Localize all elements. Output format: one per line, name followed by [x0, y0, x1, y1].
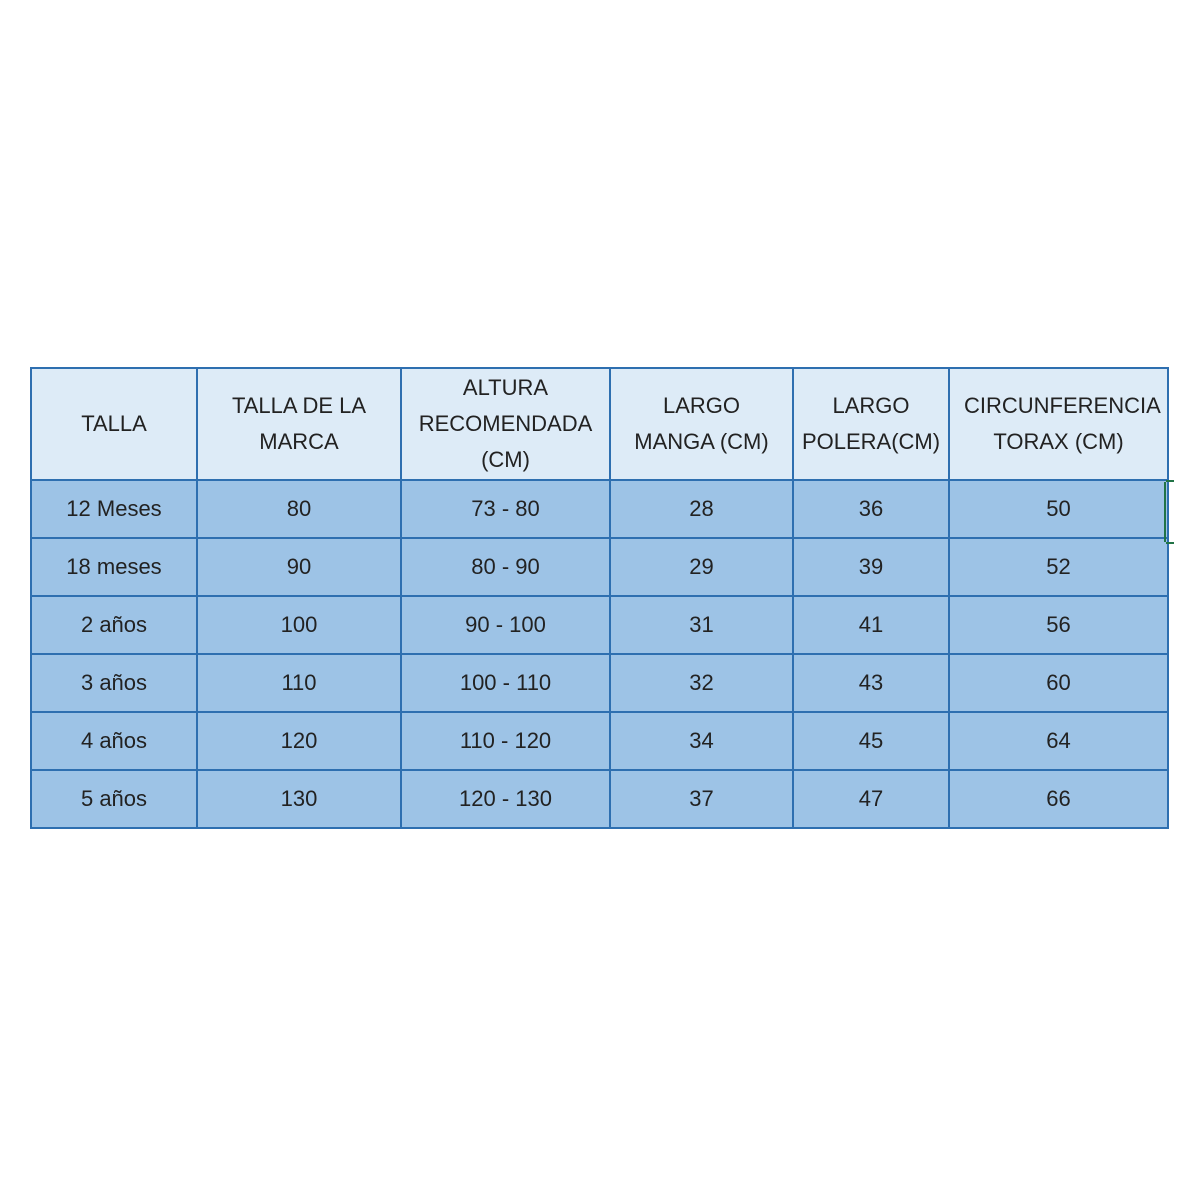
table-cell: 90: [196, 537, 402, 597]
table-cell: 66: [948, 769, 1169, 829]
table-cell: 5 años: [30, 769, 198, 829]
table-cell: 41: [792, 595, 950, 655]
table-cell: 73 - 80: [400, 479, 611, 539]
table-row: 18 meses 90 80 - 90 29 39 52: [30, 537, 1169, 597]
table-cell: 43: [792, 653, 950, 713]
table-cell: 110: [196, 653, 402, 713]
cell-selection-indicator: [1164, 480, 1174, 544]
table-cell: 80 - 90: [400, 537, 611, 597]
table-cell: 110 - 120: [400, 711, 611, 771]
table-cell: 90 - 100: [400, 595, 611, 655]
table-cell: 29: [609, 537, 794, 597]
table-row: 12 Meses 80 73 - 80 28 36 50: [30, 479, 1169, 539]
header-row: TALLA TALLA DE LA MARCA ALTURA RECOMENDA…: [30, 367, 1169, 481]
table-cell: 50: [948, 479, 1169, 539]
header-altura: ALTURA RECOMENDADA (CM): [400, 367, 611, 481]
table-cell: 130: [196, 769, 402, 829]
table-cell: 120 - 130: [400, 769, 611, 829]
table-row: 4 años 120 110 - 120 34 45 64: [30, 711, 1169, 771]
table-cell: 52: [948, 537, 1169, 597]
table-cell: 100: [196, 595, 402, 655]
table-cell: 47: [792, 769, 950, 829]
table-cell: 36: [792, 479, 950, 539]
header-talla-marca: TALLA DE LA MARCA: [196, 367, 402, 481]
header-largo-polera: LARGO POLERA(CM): [792, 367, 950, 481]
size-chart-table: TALLA TALLA DE LA MARCA ALTURA RECOMENDA…: [30, 367, 1169, 829]
table-cell: 31: [609, 595, 794, 655]
table-cell: 37: [609, 769, 794, 829]
table-cell: 45: [792, 711, 950, 771]
table-cell: 64: [948, 711, 1169, 771]
table-cell: 39: [792, 537, 950, 597]
table-cell: 12 Meses: [30, 479, 198, 539]
table-cell: 56: [948, 595, 1169, 655]
table-cell: 18 meses: [30, 537, 198, 597]
table-cell: 28: [609, 479, 794, 539]
header-talla: TALLA: [30, 367, 198, 481]
table-cell: 32: [609, 653, 794, 713]
table-cell: 120: [196, 711, 402, 771]
table-row: 5 años 130 120 - 130 37 47 66: [30, 769, 1169, 829]
table-row: 3 años 110 100 - 110 32 43 60: [30, 653, 1169, 713]
table-cell: 2 años: [30, 595, 198, 655]
table-cell: 80: [196, 479, 402, 539]
table-cell: 60: [948, 653, 1169, 713]
table-row: 2 años 100 90 - 100 31 41 56: [30, 595, 1169, 655]
table-cell: 3 años: [30, 653, 198, 713]
header-circunferencia: CIRCUNFERENCIA TORAX (CM): [948, 367, 1169, 481]
header-largo-manga: LARGO MANGA (CM): [609, 367, 794, 481]
table-cell: 4 años: [30, 711, 198, 771]
table-cell: 100 - 110: [400, 653, 611, 713]
table-cell: 34: [609, 711, 794, 771]
